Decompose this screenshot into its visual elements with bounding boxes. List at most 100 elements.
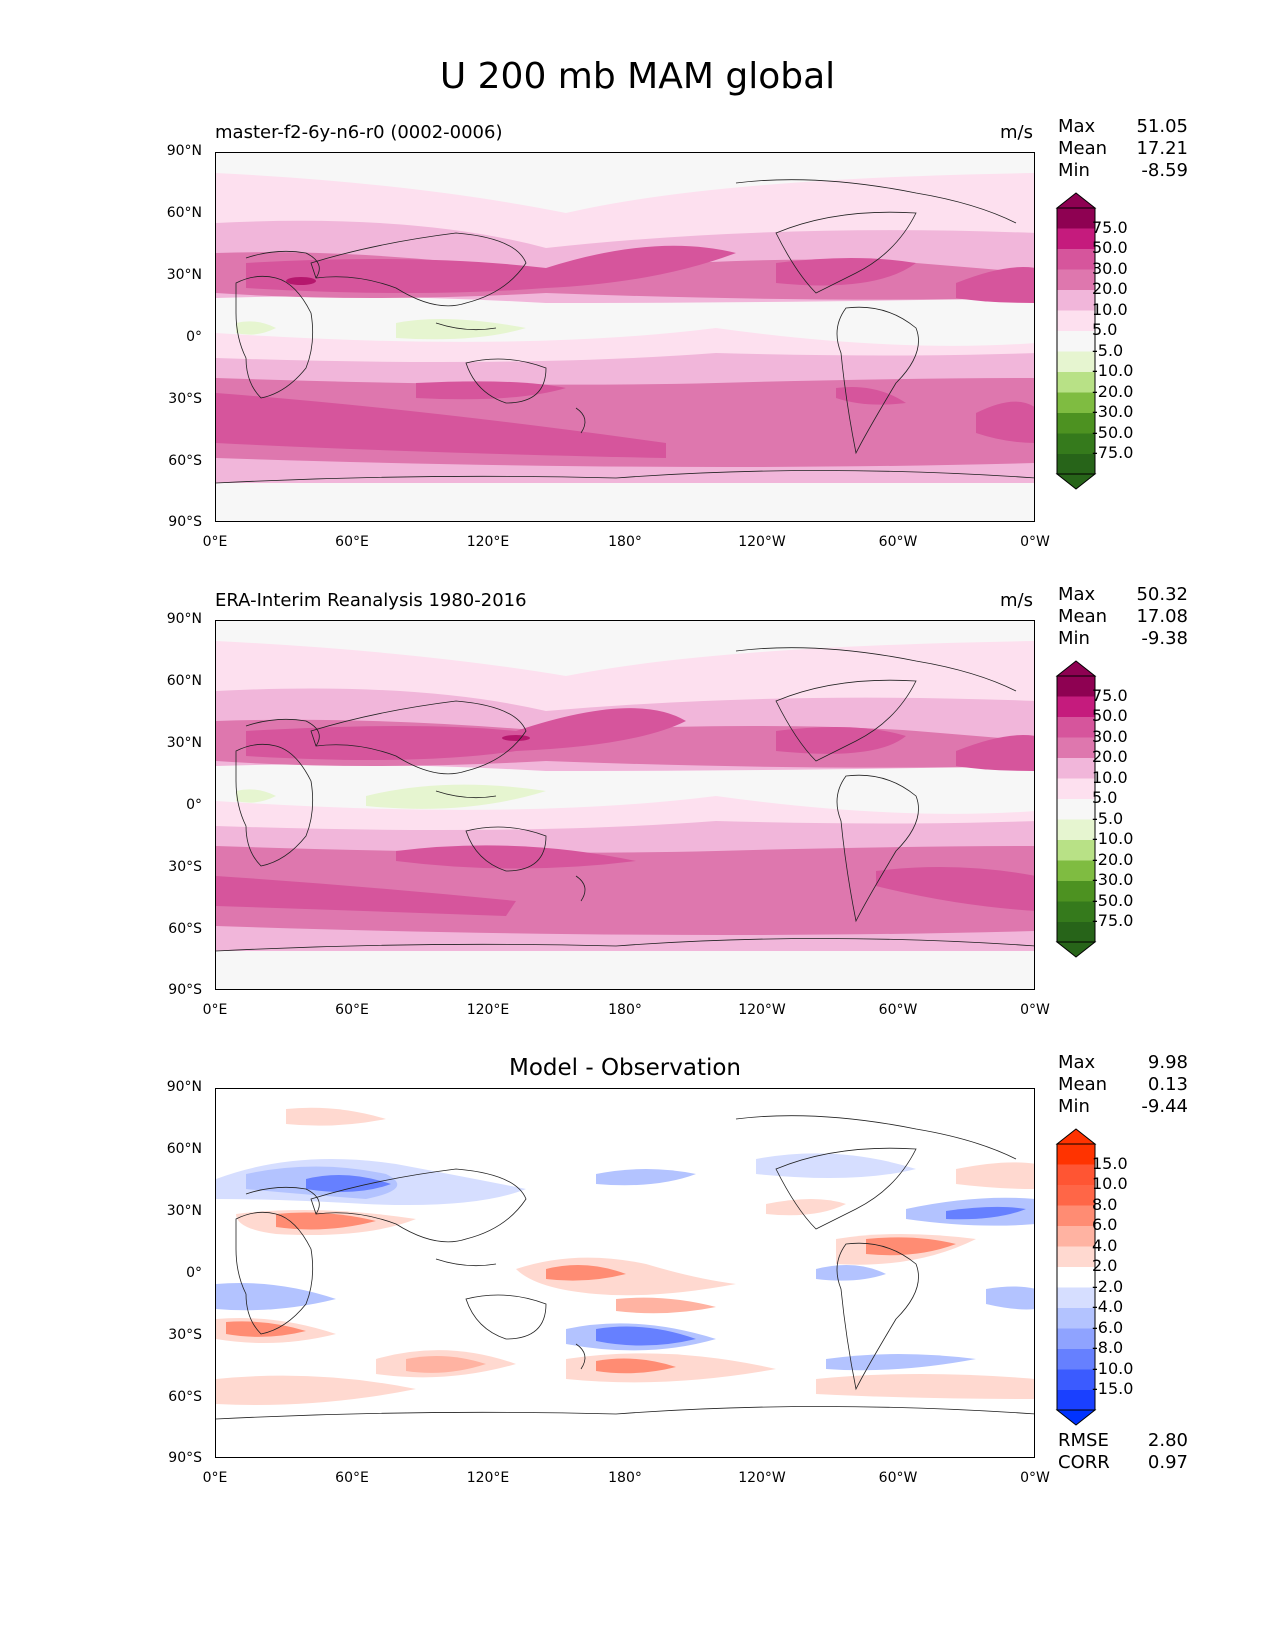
stat-label: Mean [1058, 1074, 1108, 1095]
stat-label: Min [1058, 1096, 1090, 1117]
stat-mean: 17.08 [1136, 606, 1188, 627]
x-tick-label: 0°W [1020, 534, 1050, 550]
stat-mean: 0.13 [1147, 1074, 1188, 1095]
colorbar-label: 6.0 [1092, 1215, 1118, 1234]
stats-box: Max 9.98 Mean 0.13 Min -9.44 [1058, 1052, 1188, 1118]
x-tick-label: 180° [608, 1002, 642, 1018]
stat-label: Min [1058, 160, 1090, 181]
colorbar-label: -8.0 [1092, 1338, 1124, 1357]
colorbar-label: 75.0 [1092, 218, 1128, 237]
x-tick-label: 0°W [1020, 1002, 1050, 1018]
skill-stats: RMSE 2.80 CORR 0.97 [1058, 1430, 1188, 1474]
x-tick-label: 120°E [466, 1470, 510, 1486]
stat-mean: 17.21 [1136, 138, 1188, 159]
x-tick-label: 120°W [738, 1470, 786, 1486]
panel-title: Model - Observation [508, 1055, 742, 1081]
stats-box: Max 50.32 Mean 17.08 Min -9.38 [1058, 584, 1188, 650]
colorbar-label: -30.0 [1092, 402, 1134, 421]
map-plot-area [215, 1088, 1035, 1458]
colorbar-label: 30.0 [1092, 259, 1128, 278]
contour-field [216, 153, 1034, 521]
figure-title: U 200 mb MAM global [439, 56, 836, 97]
colorbar-label: 10.0 [1092, 300, 1128, 319]
colorbar-label: -20.0 [1092, 850, 1134, 869]
y-tick-label: 60°S [168, 921, 202, 937]
y-tick-label: 60°N [166, 1141, 202, 1157]
y-tick-label: 60°S [168, 453, 202, 469]
stat-max: 51.05 [1136, 116, 1188, 137]
colorbar-label: 75.0 [1092, 686, 1128, 705]
colorbar-label: -10.0 [1092, 1359, 1134, 1378]
y-tick-label: 60°S [168, 1389, 202, 1405]
stat-rmse: 2.80 [1147, 1430, 1188, 1451]
colorbar-label: 10.0 [1092, 768, 1128, 787]
map-plot-area [215, 620, 1035, 990]
x-tick-label: 0°E [202, 1002, 228, 1018]
stat-label: Mean [1058, 138, 1108, 159]
stat-min: -9.44 [1141, 1096, 1188, 1117]
colorbar-label: 50.0 [1092, 706, 1128, 725]
colorbar-label: 5.0 [1092, 788, 1118, 807]
x-tick-label: 60°E [335, 1470, 369, 1486]
y-tick-label: 30°S [168, 859, 202, 875]
x-tick-label: 60°W [878, 1470, 918, 1486]
x-tick-label: 60°W [878, 534, 918, 550]
x-tick-label: 180° [608, 534, 642, 550]
colorbar-label: -75.0 [1092, 911, 1134, 930]
x-tick-label: 120°W [738, 534, 786, 550]
colorbar-label: -4.0 [1092, 1297, 1124, 1316]
x-tick-label: 60°E [335, 1002, 369, 1018]
panel-title: master-f2-6y-n6-r0 (0002-0006) [215, 122, 503, 143]
colorbar-label: 4.0 [1092, 1236, 1118, 1255]
y-tick-label: 30°N [166, 267, 202, 283]
stats-box: Max 51.05 Mean 17.21 Min -8.59 [1058, 116, 1188, 182]
stat-label: Min [1058, 628, 1090, 649]
colorbar [1055, 192, 1097, 490]
x-tick-label: 60°E [335, 534, 369, 550]
colorbar-label: 10.0 [1092, 1174, 1128, 1193]
colorbar-label: 5.0 [1092, 320, 1118, 339]
x-tick-label: 120°W [738, 1002, 786, 1018]
colorbar-label: 2.0 [1092, 1256, 1118, 1275]
colorbar-label: -10.0 [1092, 361, 1134, 380]
colorbar-label: -5.0 [1092, 809, 1124, 828]
y-tick-label: 30°N [166, 1203, 202, 1219]
panel-title: ERA-Interim Reanalysis 1980-2016 [215, 590, 527, 611]
colorbar-label: -75.0 [1092, 443, 1134, 462]
y-tick-label: 30°S [168, 391, 202, 407]
colorbar-label: 15.0 [1092, 1154, 1128, 1173]
y-tick-label: 60°N [166, 673, 202, 689]
stat-label: CORR [1058, 1452, 1110, 1473]
colorbar-label: -15.0 [1092, 1379, 1134, 1398]
colorbar-label: -50.0 [1092, 423, 1134, 442]
colorbar-label: 20.0 [1092, 279, 1128, 298]
y-tick-label: 90°N [166, 143, 202, 159]
colorbar-label: -30.0 [1092, 870, 1134, 889]
colorbar-label: -5.0 [1092, 341, 1124, 360]
stat-max: 9.98 [1147, 1052, 1188, 1073]
colorbar-label: -2.0 [1092, 1277, 1124, 1296]
stat-label: Mean [1058, 606, 1108, 627]
colorbar-label: -6.0 [1092, 1318, 1124, 1337]
stat-corr: 0.97 [1147, 1452, 1188, 1473]
units-label: m/s [1000, 122, 1033, 143]
y-tick-label: 0° [186, 1265, 202, 1281]
y-tick-label: 90°S [168, 1450, 202, 1466]
colorbar-label: 50.0 [1092, 238, 1128, 257]
stat-min: -8.59 [1141, 160, 1188, 181]
map-plot-area [215, 152, 1035, 522]
stat-label: Max [1058, 1052, 1096, 1073]
x-tick-label: 0°E [202, 1470, 228, 1486]
x-tick-label: 60°W [878, 1002, 918, 1018]
contour-field [216, 1089, 1034, 1457]
colorbar-label: -10.0 [1092, 829, 1134, 848]
colorbar-label: 20.0 [1092, 747, 1128, 766]
y-tick-label: 90°N [166, 1079, 202, 1095]
colorbar [1055, 1128, 1097, 1426]
y-tick-label: 30°S [168, 1327, 202, 1343]
stat-min: -9.38 [1141, 628, 1188, 649]
stat-max: 50.32 [1136, 584, 1188, 605]
colorbar-label: -50.0 [1092, 891, 1134, 910]
y-tick-label: 90°S [168, 982, 202, 998]
x-tick-label: 120°E [466, 1002, 510, 1018]
